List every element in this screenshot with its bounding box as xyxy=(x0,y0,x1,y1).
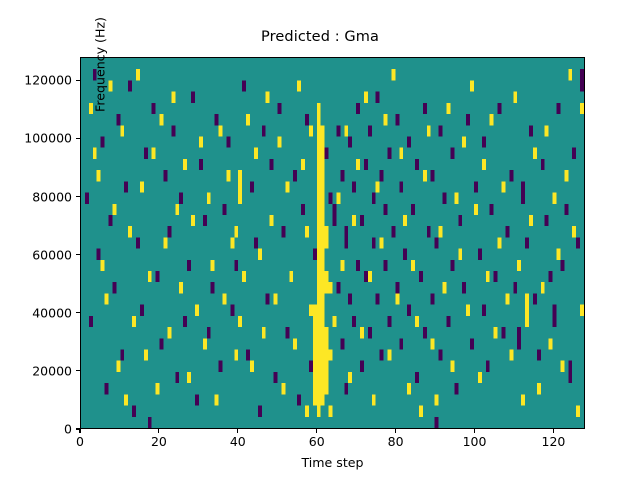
chart-title: Predicted : Gma xyxy=(261,29,379,45)
y-tick-label: 40000 xyxy=(32,305,72,321)
y-tick-mark xyxy=(76,137,80,139)
x-tick-label: 0 xyxy=(76,434,84,449)
x-tick-label: 20 xyxy=(150,434,167,449)
x-tick-mark xyxy=(473,429,476,433)
heatmap-image xyxy=(81,58,584,428)
y-tick-mark xyxy=(76,370,80,372)
x-tick-mark xyxy=(316,429,318,433)
x-tick-label: 60 xyxy=(308,434,325,449)
y-tick-mark xyxy=(76,195,80,198)
y-tick-mark xyxy=(76,79,80,81)
x-tick-mark xyxy=(237,429,239,433)
y-tick-label: 80000 xyxy=(32,189,72,204)
y-tick-mark xyxy=(76,254,80,256)
x-tick-label: 80 xyxy=(387,434,404,449)
x-axis-label: Time step xyxy=(301,455,364,470)
y-axis-label: Frequency (Hz) xyxy=(92,17,108,112)
x-tick-mark xyxy=(395,429,397,433)
x-tick-mark xyxy=(79,429,81,433)
y-tick-label: 60000 xyxy=(32,247,72,263)
y-tick-label: 0 xyxy=(64,421,72,437)
x-tick-label: 40 xyxy=(229,434,246,449)
x-tick-mark xyxy=(552,429,554,433)
y-tick-label: 20000 xyxy=(32,363,72,379)
y-tick-label: 120000 xyxy=(24,72,72,88)
x-tick-mark xyxy=(158,429,160,433)
y-tick-mark xyxy=(76,312,80,314)
x-tick-label: 120 xyxy=(541,434,566,449)
y-tick-mark xyxy=(76,428,80,430)
y-tick-label: 100000 xyxy=(24,130,72,146)
heatmap-plot-area xyxy=(80,57,585,429)
x-tick-label: 100 xyxy=(462,434,487,449)
